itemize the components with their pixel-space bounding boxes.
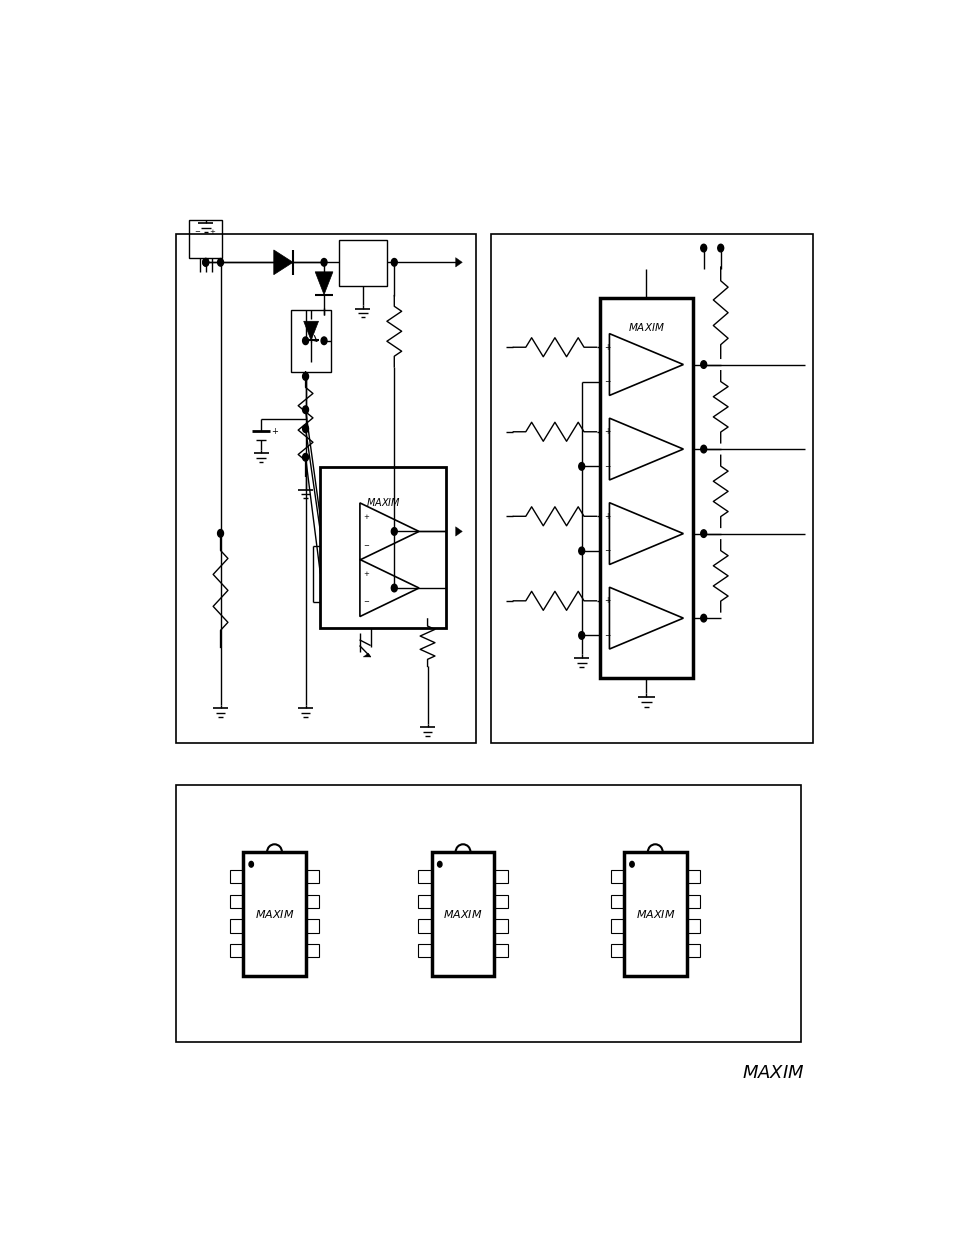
Circle shape (203, 258, 209, 266)
Text: $\mathit{MAXIM}$: $\mathit{MAXIM}$ (443, 908, 482, 920)
Circle shape (700, 530, 706, 537)
Text: +: + (362, 571, 369, 577)
Bar (610, 919, 623, 932)
Bar (686, 944, 700, 957)
Circle shape (302, 406, 308, 414)
Circle shape (249, 862, 253, 867)
Circle shape (302, 453, 308, 461)
Bar (494, 944, 507, 957)
Bar (494, 894, 507, 908)
Bar (230, 869, 243, 883)
Circle shape (321, 258, 327, 266)
Circle shape (321, 337, 327, 345)
Circle shape (203, 258, 209, 266)
Circle shape (302, 425, 308, 432)
Bar (417, 919, 431, 932)
Circle shape (217, 258, 223, 266)
Bar (417, 894, 431, 908)
Polygon shape (274, 249, 293, 274)
Text: $\mathit{MAXIM}$: $\mathit{MAXIM}$ (365, 496, 400, 509)
Bar (306, 919, 319, 932)
Bar (623, 852, 686, 976)
Bar (176, 785, 801, 1042)
Bar (417, 944, 431, 957)
Circle shape (437, 862, 441, 867)
Circle shape (700, 614, 706, 622)
Text: +: + (210, 228, 215, 235)
Bar (431, 852, 494, 976)
Circle shape (700, 245, 706, 252)
Circle shape (391, 527, 396, 535)
Bar (599, 298, 692, 678)
Circle shape (302, 373, 308, 380)
Bar (176, 233, 476, 742)
Text: −: − (603, 546, 610, 556)
Polygon shape (314, 272, 333, 295)
Circle shape (391, 584, 396, 592)
Circle shape (391, 258, 396, 266)
Bar (686, 919, 700, 932)
Circle shape (578, 631, 584, 640)
Text: −: − (603, 378, 610, 387)
Bar (306, 944, 319, 957)
Bar (686, 894, 700, 908)
Bar (491, 233, 812, 742)
Bar (230, 894, 243, 908)
Text: +: + (603, 597, 610, 605)
Circle shape (717, 245, 723, 252)
Circle shape (700, 446, 706, 453)
Bar (320, 467, 446, 629)
Text: −: − (603, 462, 610, 471)
Text: +: + (603, 343, 610, 352)
Bar (306, 894, 319, 908)
Bar (230, 919, 243, 932)
Bar (190, 220, 222, 258)
Text: $\mathit{MAXIM}$: $\mathit{MAXIM}$ (741, 1063, 804, 1082)
Circle shape (302, 337, 308, 345)
Text: $\mathit{MAXIM}$: $\mathit{MAXIM}$ (254, 908, 294, 920)
Circle shape (629, 862, 634, 867)
Text: +: + (603, 427, 610, 436)
Bar (686, 869, 700, 883)
Text: +: + (272, 427, 278, 436)
Text: +: + (362, 514, 369, 520)
Polygon shape (456, 258, 462, 267)
Polygon shape (363, 653, 370, 657)
Text: −: − (362, 542, 369, 548)
Text: −: − (603, 631, 610, 640)
Circle shape (578, 547, 584, 555)
Bar (417, 869, 431, 883)
Text: −: − (194, 228, 200, 235)
Text: −: − (362, 599, 369, 605)
Bar (610, 894, 623, 908)
Circle shape (578, 463, 584, 471)
Circle shape (700, 361, 706, 368)
Bar (291, 310, 331, 372)
Text: +: + (603, 511, 610, 521)
Circle shape (217, 530, 223, 537)
Polygon shape (456, 526, 462, 536)
Text: $\mathit{MAXIM}$: $\mathit{MAXIM}$ (635, 908, 675, 920)
Bar (338, 241, 387, 287)
Text: $\mathit{MAXIM}$: $\mathit{MAXIM}$ (627, 321, 664, 332)
Bar (610, 944, 623, 957)
Bar (230, 944, 243, 957)
Bar (306, 869, 319, 883)
Polygon shape (303, 321, 318, 341)
Bar (243, 852, 306, 976)
Bar (494, 919, 507, 932)
Bar (494, 869, 507, 883)
Bar (610, 869, 623, 883)
